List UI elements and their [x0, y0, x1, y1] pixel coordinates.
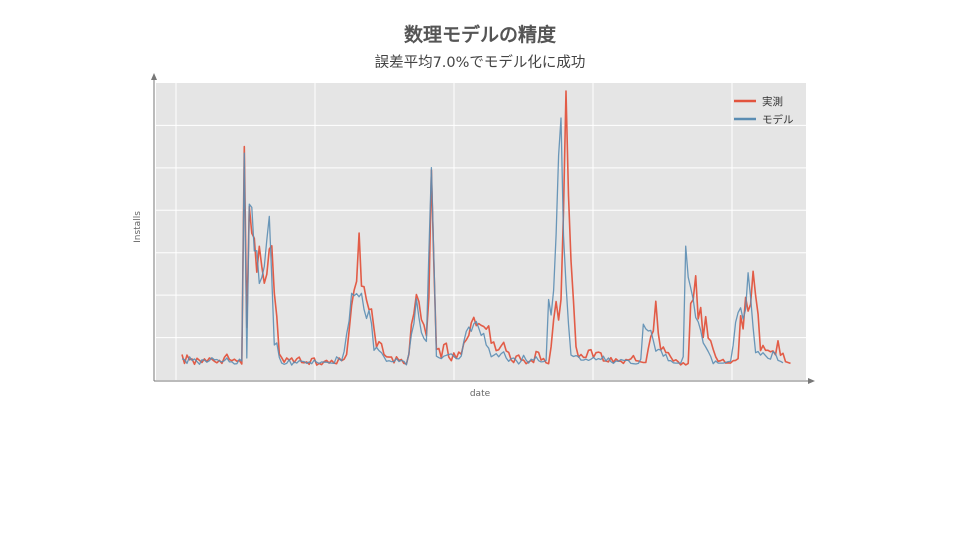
x-axis-label: date — [470, 389, 491, 399]
chart-subtitle: 誤差平均7.0%でモデル化に成功 — [374, 55, 586, 71]
grid — [156, 83, 806, 380]
y-axis-label: Installs — [133, 211, 143, 243]
chart-title: 数理モデルの精度 — [403, 24, 556, 46]
y-axis-arrow — [151, 73, 157, 80]
legend: 実測 モデル — [734, 95, 794, 126]
series-line-model — [181, 117, 784, 366]
plot-area — [156, 83, 806, 380]
x-axis-arrow — [808, 378, 815, 384]
legend-label-actual: 実測 — [762, 95, 783, 108]
legend-label-model: モデル — [762, 113, 794, 126]
series-layer — [181, 90, 791, 366]
series-line-actual — [181, 90, 791, 366]
